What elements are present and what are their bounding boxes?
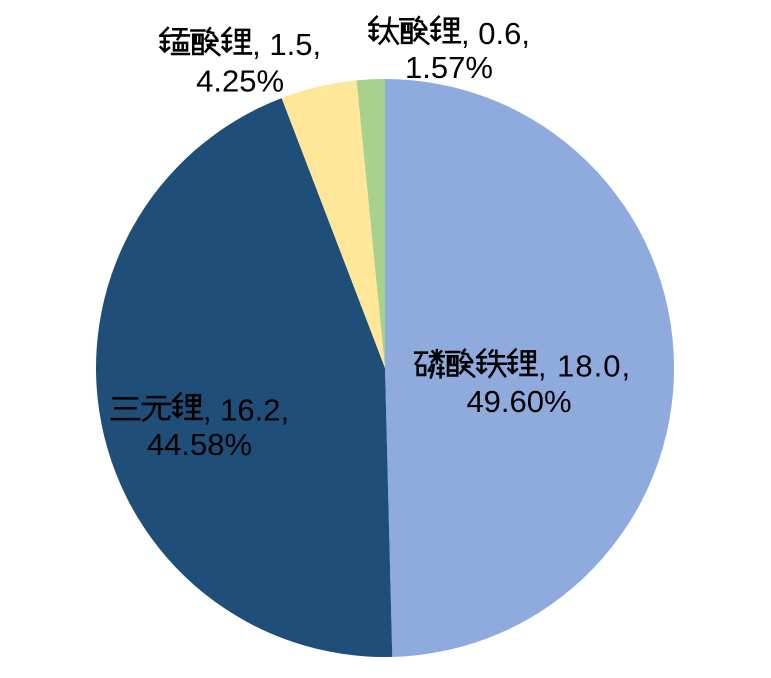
svg-text:, 0.6,: , 0.6, (461, 16, 530, 51)
svg-text:, 16.2,: , 16.2, (203, 393, 289, 428)
svg-text:4.25%: 4.25% (196, 64, 284, 99)
svg-text:44.58%: 44.58% (147, 427, 252, 462)
svg-text:, 1.5,: , 1.5, (252, 27, 321, 62)
svg-text:, 18.0,: , 18.0, (538, 349, 631, 384)
svg-text:1.57%: 1.57% (405, 50, 493, 85)
svg-text:49.60%: 49.60% (466, 384, 571, 419)
